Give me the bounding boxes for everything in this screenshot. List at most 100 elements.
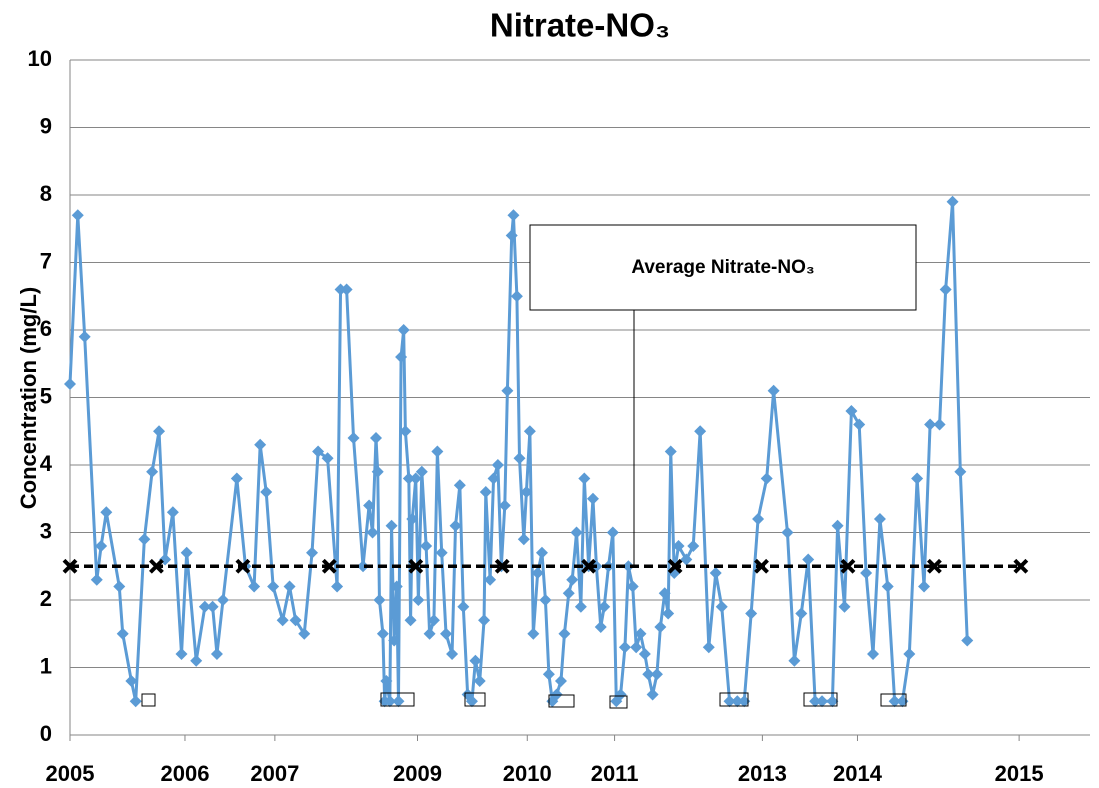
annotation-box — [529, 224, 917, 311]
point-marker — [664, 445, 677, 458]
point-marker — [946, 195, 959, 208]
point-marker — [1013, 558, 1029, 574]
point-marker — [217, 594, 229, 606]
point-marker — [446, 648, 459, 660]
y-tick-label: 10 — [28, 46, 52, 71]
point-marker — [376, 627, 389, 640]
point-marker — [409, 472, 422, 485]
point-marker — [190, 654, 203, 667]
point-marker — [347, 432, 360, 444]
point-marker — [816, 695, 829, 708]
point-marker — [867, 648, 880, 660]
x-tick-label: 2010 — [503, 761, 552, 786]
point-marker — [312, 445, 325, 458]
point-marker — [392, 695, 405, 708]
point-marker — [64, 378, 76, 390]
point-marker — [520, 486, 533, 498]
point-marker — [175, 648, 188, 660]
point-marker — [933, 418, 946, 431]
x-tick-label: 2006 — [160, 761, 209, 786]
y-tick-label: 2 — [40, 586, 52, 611]
y-tick-label: 0 — [40, 721, 52, 746]
x-tick-label: 2014 — [833, 761, 883, 786]
point-marker — [116, 627, 129, 640]
y-tick-label: 1 — [40, 653, 52, 678]
point-marker — [449, 519, 462, 532]
point-marker — [423, 627, 436, 640]
point-marker — [404, 614, 417, 627]
point-marker — [634, 627, 647, 640]
x-tick-label: 2005 — [46, 761, 95, 786]
point-marker — [473, 675, 486, 687]
point-marker — [687, 540, 700, 552]
point-marker — [860, 567, 873, 579]
point-marker — [654, 621, 667, 633]
point-marker — [754, 558, 769, 574]
point-marker — [535, 546, 548, 559]
point-marker — [469, 654, 482, 667]
point-marker — [888, 695, 901, 708]
point-marker — [527, 627, 540, 640]
point-marker — [614, 688, 627, 701]
point-marker — [650, 668, 663, 681]
point-marker — [153, 425, 166, 438]
y-tick-label: 7 — [40, 248, 52, 273]
point-marker — [598, 600, 611, 613]
point-marker — [100, 506, 113, 519]
series-line — [68, 201, 969, 707]
point-marker — [383, 695, 396, 708]
point-marker — [731, 695, 744, 708]
point-marker — [340, 283, 353, 296]
point-marker — [373, 594, 386, 606]
point-marker — [622, 560, 635, 573]
chart-title: Nitrate-NO₃ — [490, 7, 670, 44]
y-tick-label: 9 — [40, 113, 52, 138]
point-marker — [334, 283, 347, 296]
point-marker — [586, 492, 599, 505]
point-marker — [662, 607, 675, 620]
point-marker — [289, 614, 302, 627]
point-marker — [420, 540, 433, 552]
point-marker — [491, 459, 504, 471]
y-tick-label: 6 — [40, 316, 52, 341]
point-marker — [513, 452, 526, 465]
point-marker — [390, 580, 403, 593]
point-marker — [479, 486, 492, 498]
point-marker — [672, 540, 685, 552]
point-marker — [831, 519, 844, 532]
x-tick-label: 2009 — [393, 761, 442, 786]
point-marker — [570, 526, 583, 539]
point-marker — [166, 506, 179, 519]
point-marker — [896, 695, 909, 708]
point-marker — [254, 438, 267, 451]
point-marker — [453, 479, 466, 492]
point-marker — [939, 283, 952, 296]
point-marker — [435, 546, 448, 559]
point-marker — [363, 499, 376, 512]
point-marker — [924, 418, 937, 431]
plot-area: 0 1 2 3 4 5 6 7 8 9 10 2005 2006 2007 2009 2010 2011 2013… — [28, 46, 1090, 786]
point-marker — [395, 351, 408, 363]
point-marker — [838, 600, 851, 613]
point-marker — [642, 668, 655, 681]
point-marker — [298, 627, 311, 640]
x-tick-label: 2013 — [738, 761, 787, 786]
point-marker — [498, 499, 511, 512]
point-marker — [494, 558, 510, 574]
point-marker — [961, 634, 974, 647]
point-marker — [873, 513, 886, 525]
point-marker — [562, 587, 575, 600]
point-marker — [702, 641, 715, 654]
point-marker — [752, 513, 765, 525]
point-marker — [594, 621, 607, 633]
point-marker — [397, 324, 410, 336]
point-marker — [427, 614, 440, 627]
point-marker — [306, 546, 319, 559]
point-marker — [578, 472, 591, 485]
point-marker — [198, 600, 211, 613]
x-tick-label: 2015 — [995, 761, 1044, 786]
point-marker — [331, 580, 344, 593]
point-marker — [926, 558, 942, 574]
point-marker — [510, 290, 523, 303]
point-marker — [431, 445, 444, 458]
